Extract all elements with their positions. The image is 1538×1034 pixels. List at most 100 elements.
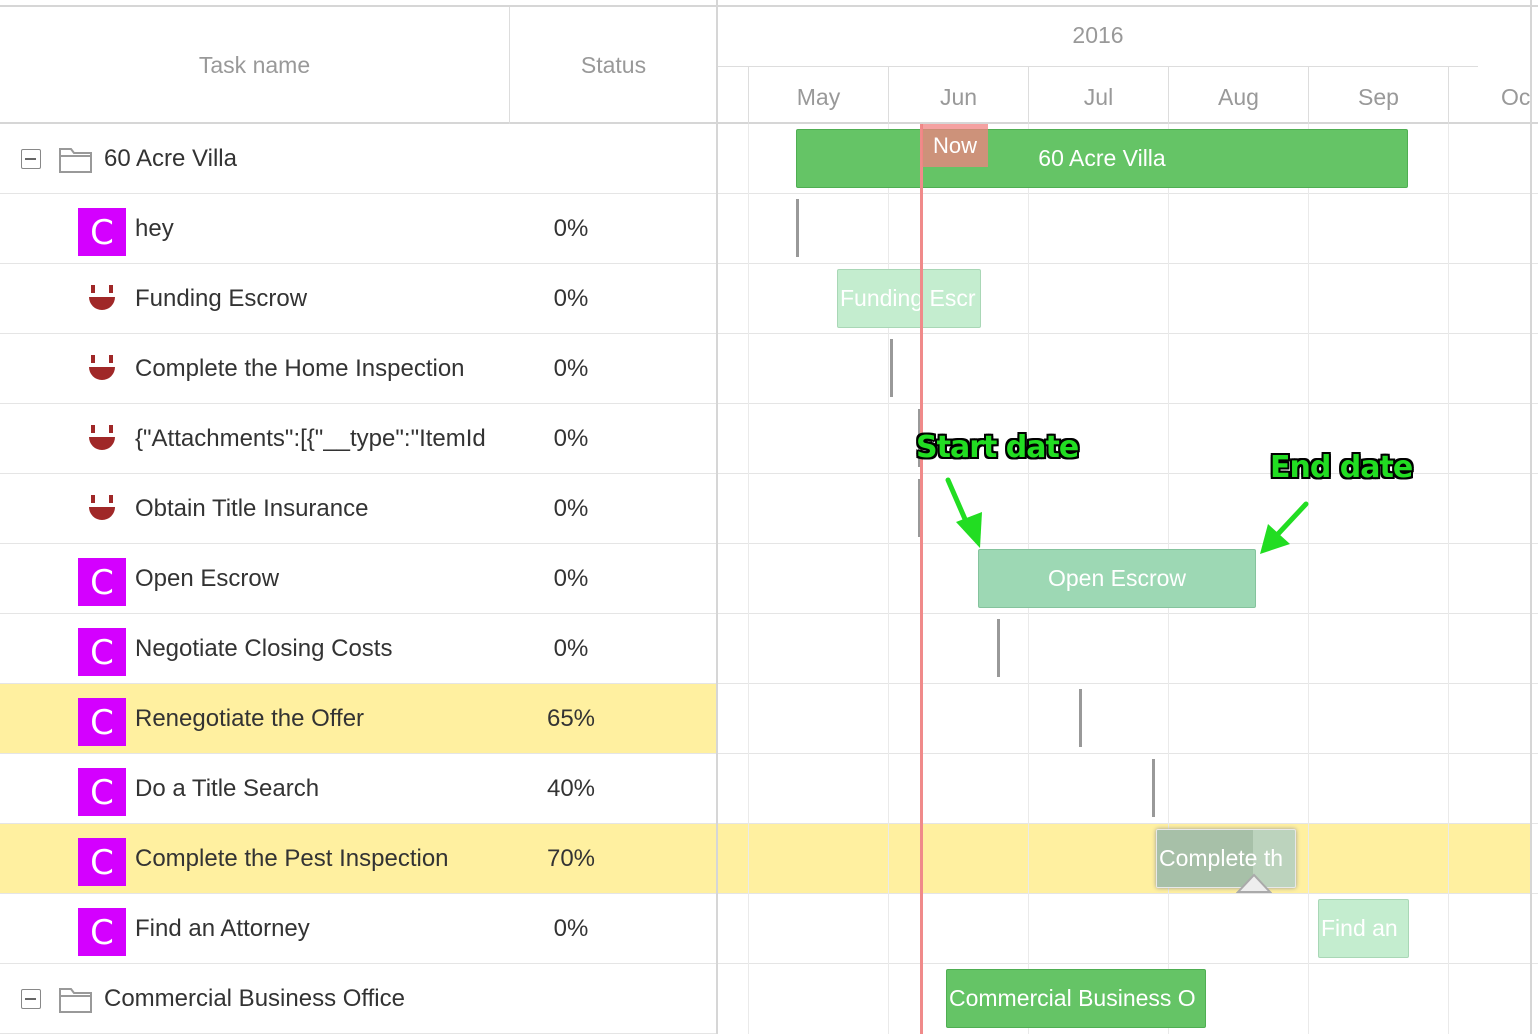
- gantt-bar-open-escrow[interactable]: Open Escrow: [978, 549, 1256, 608]
- gantt-bar-60-acre-villa[interactable]: 60 Acre Villa: [796, 129, 1408, 188]
- selected-row-highlight: [718, 824, 1530, 894]
- start-date-annotation: Start date: [916, 430, 1079, 465]
- task-name-cell: Complete the Home Inspection: [0, 334, 510, 403]
- task-label: Complete the Pest Inspection: [135, 845, 449, 872]
- task-label: Obtain Title Insurance: [135, 495, 369, 522]
- status-cell: 0%: [553, 215, 589, 242]
- task-label: Renegotiate the Offer: [135, 705, 365, 732]
- smile-icon: [89, 355, 115, 380]
- month-aug: Aug: [1168, 67, 1308, 124]
- month-gridline: [748, 124, 749, 1034]
- smile-icon: [89, 495, 115, 520]
- row-divider: [718, 613, 1538, 614]
- milestone-hey[interactable]: [796, 199, 799, 257]
- status-cell: 70%: [546, 845, 596, 872]
- task-name-cell: Funding Escrow: [0, 264, 510, 333]
- milestone-renegotiate[interactable]: [1079, 689, 1082, 747]
- row-divider: [718, 333, 1538, 334]
- month-oct: Oc: [1448, 67, 1538, 124]
- gantt-chart: 2016 May Jun Jul Aug Sep Oc 60 Acre Vill…: [718, 0, 1538, 1034]
- task-label: Do a Title Search: [135, 775, 320, 802]
- status-cell: 0%: [553, 495, 589, 522]
- smile-icon: [89, 285, 115, 310]
- month-jun: Jun: [888, 67, 1028, 124]
- task-row[interactable]: C Open Escrow 0%: [0, 544, 716, 614]
- gantt-bar-find-attorney[interactable]: Find an: [1318, 899, 1409, 958]
- now-marker-label: Now: [922, 124, 988, 167]
- status-cell: 0%: [553, 285, 589, 312]
- task-name-cell: Commercial Business Office: [0, 964, 510, 1033]
- row-divider: [718, 893, 1538, 894]
- group-row[interactable]: 60 Acre Villa: [0, 124, 716, 194]
- row-divider: [718, 403, 1538, 404]
- gantt-bar-funding-escrow[interactable]: Funding Escr: [837, 269, 981, 328]
- task-row[interactable]: C Find an Attorney 0%: [0, 894, 716, 964]
- task-label: Complete the Home Inspection: [135, 355, 465, 382]
- task-row[interactable]: C hey 0%: [0, 194, 716, 264]
- task-row[interactable]: Obtain Title Insurance 0%: [0, 474, 716, 544]
- c-badge-icon: C: [78, 558, 126, 606]
- task-row[interactable]: {"Attachments":[{"__type":"ItemId 0%: [0, 404, 716, 474]
- end-date-annotation: End date: [1270, 450, 1413, 485]
- collapse-toggle-icon[interactable]: [21, 989, 41, 1009]
- task-label: Negotiate Closing Costs: [135, 635, 393, 662]
- group-label: Commercial Business Office: [104, 985, 405, 1012]
- month-gridline: [1448, 124, 1449, 1034]
- progress-fill: [1157, 830, 1253, 887]
- column-header-status[interactable]: Status: [580, 52, 647, 78]
- task-row-selected[interactable]: C Complete the Pest Inspection 70%: [0, 824, 716, 894]
- status-cell: 0%: [553, 565, 589, 592]
- collapse-toggle-icon[interactable]: [21, 149, 41, 169]
- folder-icon: [59, 988, 92, 1013]
- milestone-title-search[interactable]: [1152, 759, 1155, 817]
- row-divider: [718, 543, 1538, 544]
- task-label: Funding Escrow: [135, 285, 308, 312]
- task-row[interactable]: C Negotiate Closing Costs 0%: [0, 614, 716, 684]
- row-divider: [718, 753, 1538, 754]
- task-name-cell: Obtain Title Insurance: [0, 474, 510, 543]
- end-arrow-icon: [1260, 501, 1309, 554]
- row-divider: [718, 963, 1538, 964]
- task-label: hey: [135, 215, 174, 242]
- group-label: 60 Acre Villa: [104, 145, 237, 172]
- c-badge-icon: C: [78, 908, 126, 956]
- now-marker-line: [920, 124, 923, 1034]
- milestone-closing-costs[interactable]: [997, 619, 1000, 677]
- status-cell: 0%: [553, 915, 589, 942]
- row-divider: [718, 193, 1538, 194]
- timeline-header: 2016 May Jun Jul Aug Sep Oc: [718, 5, 1538, 124]
- task-name-cell: C Negotiate Closing Costs: [0, 614, 510, 683]
- smile-icon: [89, 425, 115, 450]
- gantt-bar-commercial-business-office[interactable]: Commercial Business O: [946, 969, 1206, 1028]
- task-name-cell: C Do a Title Search: [0, 754, 510, 823]
- milestone-attachments[interactable]: [918, 409, 921, 467]
- task-row[interactable]: Funding Escrow 0%: [0, 264, 716, 334]
- gantt-bar-pest-inspection[interactable]: Complete th: [1156, 829, 1296, 888]
- task-name-cell: 60 Acre Villa: [0, 124, 510, 193]
- status-cell: 0%: [553, 635, 589, 662]
- milestone-home-inspection[interactable]: [890, 339, 893, 397]
- c-badge-icon: C: [78, 628, 126, 676]
- task-grid: Task name Status 60 Acre Villa C hey 0% …: [0, 0, 718, 1034]
- column-header-task-name[interactable]: Task name: [0, 7, 510, 124]
- progress-drag-handle-icon[interactable]: [1236, 872, 1272, 894]
- task-row[interactable]: Complete the Home Inspection 0%: [0, 334, 716, 404]
- milestone-title-insurance[interactable]: [918, 479, 921, 537]
- task-name-cell: {"Attachments":[{"__type":"ItemId: [0, 404, 510, 473]
- row-divider: [718, 263, 1538, 264]
- chart-right-border: [1530, 0, 1532, 1034]
- row-divider: [718, 823, 1538, 824]
- task-name-cell: C Open Escrow: [0, 544, 510, 613]
- month-gridline: [888, 124, 889, 1034]
- month-gridline: [1308, 124, 1309, 1034]
- group-row[interactable]: Commercial Business Office: [0, 964, 716, 1034]
- timeline-year: 2016: [718, 7, 1478, 67]
- task-label: Find an Attorney: [135, 915, 310, 942]
- task-row-selected[interactable]: C Renegotiate the Offer 65%: [0, 684, 716, 754]
- c-badge-icon: C: [78, 698, 126, 746]
- folder-icon: [59, 148, 92, 173]
- status-cell: 0%: [553, 355, 589, 382]
- task-row[interactable]: C Do a Title Search 40%: [0, 754, 716, 824]
- status-cell: 40%: [546, 775, 596, 802]
